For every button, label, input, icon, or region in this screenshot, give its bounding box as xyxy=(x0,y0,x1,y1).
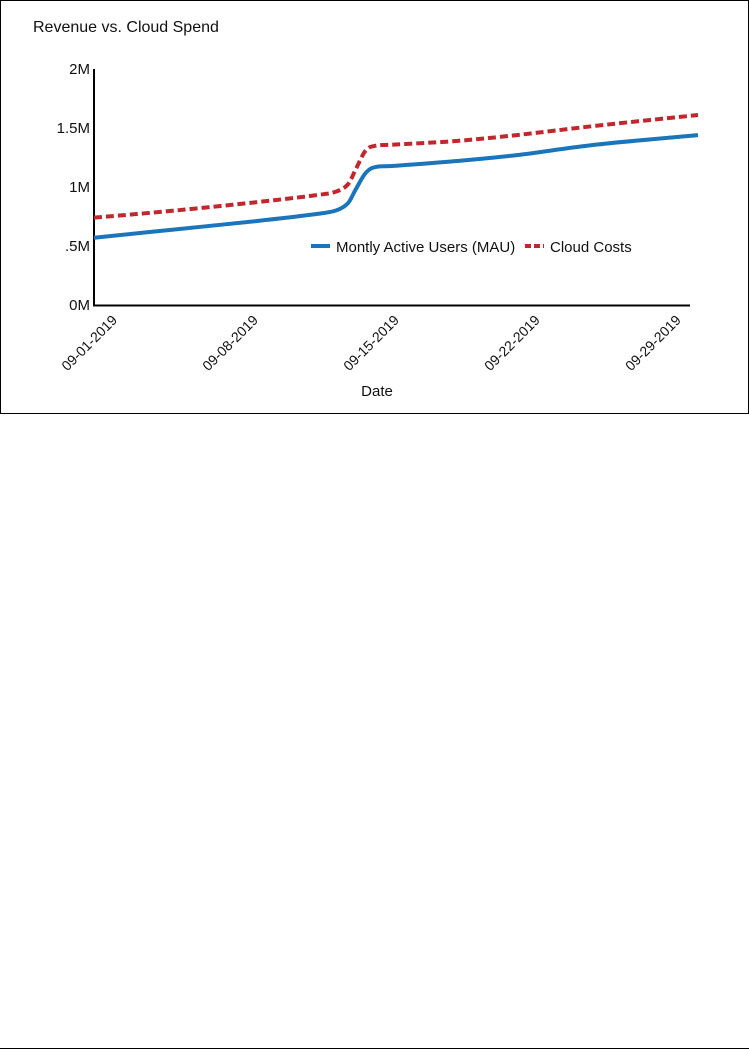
legend-label: Cloud Costs xyxy=(550,239,632,256)
x-tick-label: 09-29-2019 xyxy=(622,312,684,374)
x-tick-label: 09-01-2019 xyxy=(58,312,120,374)
y-tick-label: 1.5M xyxy=(57,120,90,137)
legend: Montly Active Users (MAU) Cloud Costs xyxy=(311,239,632,256)
y-axis-ticks: 0M .5M 1M 1.5M 2M xyxy=(57,61,90,314)
series-layer xyxy=(93,113,699,240)
y-tick-label: .5M xyxy=(65,238,90,255)
series-line-mau xyxy=(93,133,699,240)
x-axis-ticks: 09-01-2019 09-08-2019 09-15-2019 09-22-2019… xyxy=(58,312,684,374)
revenue-vs-cloud-spend-chart: Revenue vs. Cloud Spend 0M .5M 1M 1.5M 2M 09… xyxy=(33,19,699,400)
x-axis-title: Date xyxy=(361,383,393,400)
page-bottom-rule xyxy=(0,1048,749,1049)
y-tick-label: 2M xyxy=(69,61,90,78)
y-tick-label: 1M xyxy=(69,179,90,196)
x-tick-label: 09-08-2019 xyxy=(199,312,261,374)
series-line-cloud-costs xyxy=(93,113,699,220)
legend-label: Montly Active Users (MAU) xyxy=(336,239,515,256)
chart-frame: Revenue vs. Cloud Spend 0M .5M 1M 1.5M 2M 09… xyxy=(0,0,749,414)
y-tick-label: 0M xyxy=(69,297,90,314)
x-tick-label: 09-15-2019 xyxy=(340,312,402,374)
chart-title: Revenue vs. Cloud Spend xyxy=(33,19,219,36)
x-tick-label: 09-22-2019 xyxy=(481,312,543,374)
